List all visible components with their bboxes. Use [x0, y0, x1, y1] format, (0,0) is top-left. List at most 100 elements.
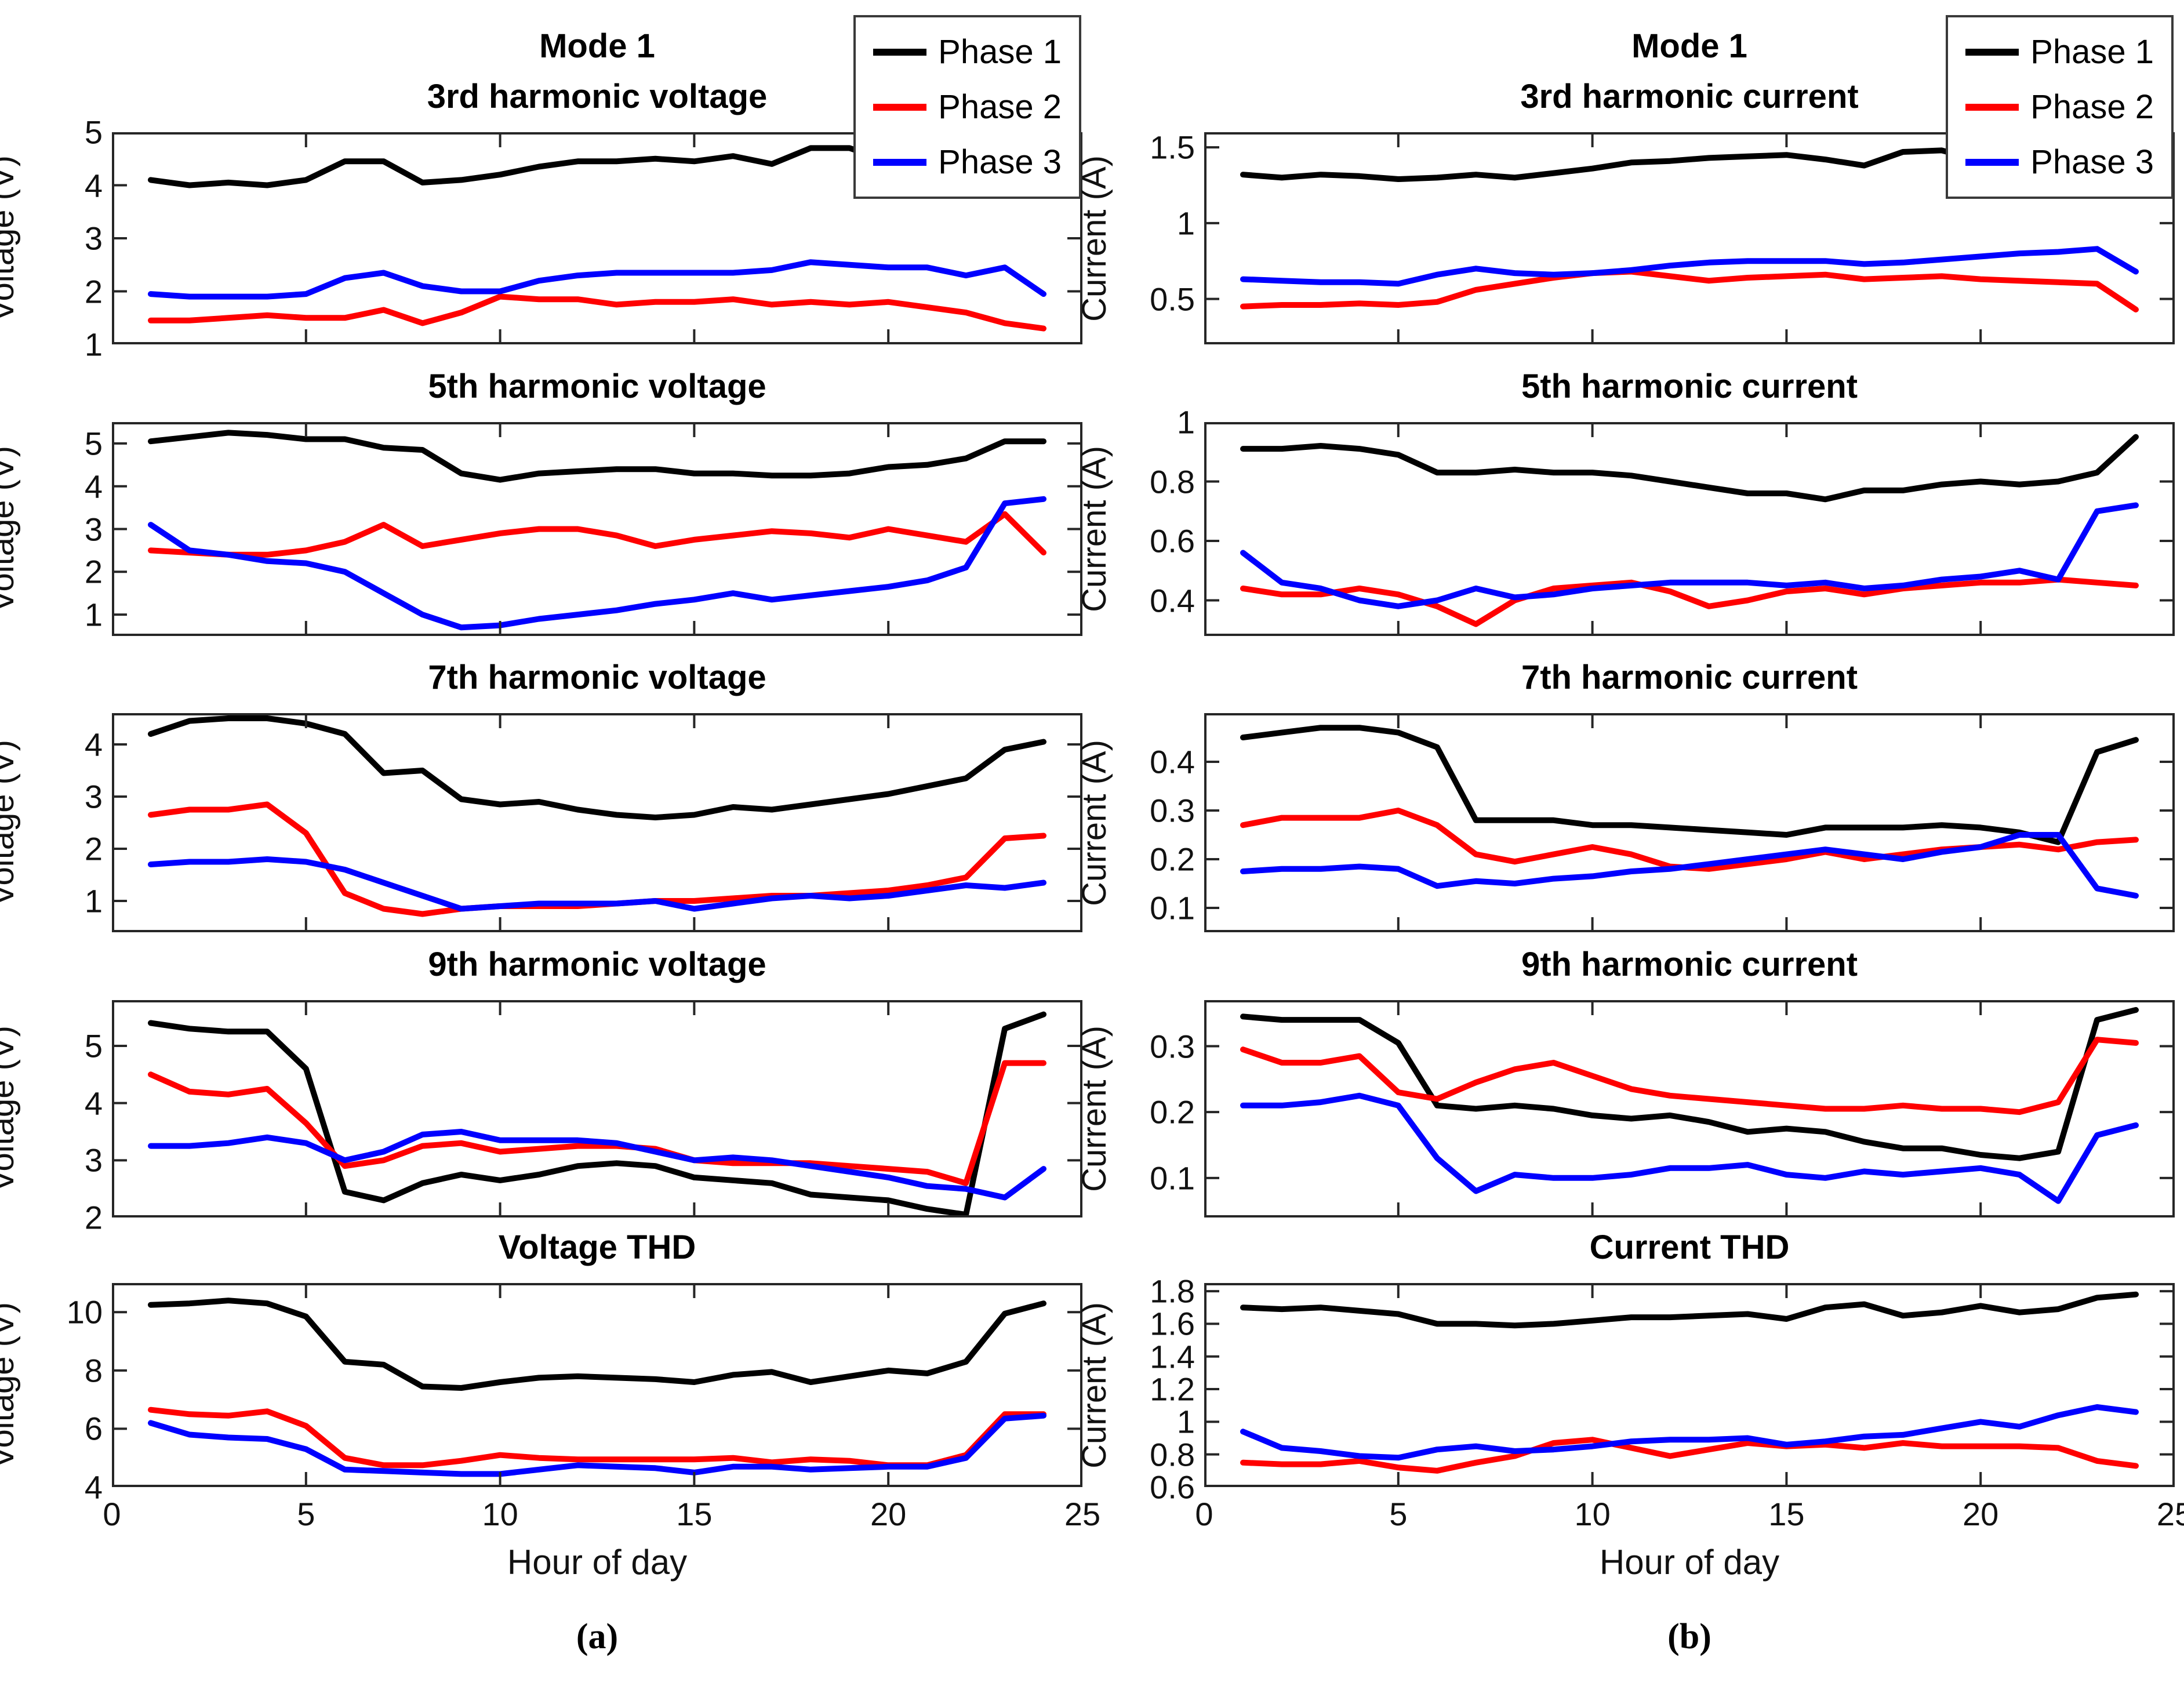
subfigure-caption-a: (a)	[576, 1617, 619, 1656]
panel-3rd-harmonic-current: Mode 1 3rd harmonic current Current (A) …	[1075, 27, 2175, 344]
x-tick-label: 15	[1768, 1496, 1805, 1532]
y-axis-label: Voltage (V)	[0, 155, 21, 322]
column-b: Mode 1 3rd harmonic current Current (A) …	[1075, 0, 2184, 1690]
axes-box	[1204, 1000, 2175, 1217]
panel-7th-harmonic-current: 7th harmonic current Current (A) 0.1 0.2 0…	[1075, 659, 2175, 932]
y-axis-label: Current (A)	[1075, 446, 1113, 612]
chart-title: 7th harmonic current	[1521, 659, 1858, 696]
y-tick-label: 10	[66, 1293, 103, 1331]
series-line-phase-2	[148, 1060, 1046, 1186]
plot-area	[1204, 1000, 2175, 1217]
chart-title: 7th harmonic voltage	[428, 659, 766, 696]
plot-area	[112, 1000, 1082, 1217]
y-tick-label: 0.3	[1150, 792, 1195, 829]
y-axis-label: Voltage (V)	[0, 1302, 21, 1469]
y-tick-label: 1	[84, 326, 103, 363]
y-tick-label: 4	[84, 1469, 103, 1506]
chart-title: 3rd harmonic voltage	[427, 78, 768, 115]
y-axis-label: Voltage (V)	[0, 446, 21, 612]
y-tick-label: 1.6	[1150, 1305, 1195, 1342]
y-tick-label: 4	[84, 167, 103, 203]
y-tick-label: 3	[84, 511, 103, 547]
axes-box	[112, 713, 1082, 932]
axes-box	[1204, 713, 2175, 932]
series-line-phase-1	[1240, 725, 2139, 845]
plot-area	[1204, 713, 2175, 932]
legend-entry-phase2: Phase 2	[1965, 88, 2154, 126]
y-tick-label: 0.6	[1150, 1469, 1195, 1506]
series-line-phase-2	[148, 511, 1046, 558]
axes-box	[112, 132, 1082, 344]
panel-voltage-thd: Voltage THD Voltage (V) 4 6 8 10 0 5 10 15 20 25	[0, 1229, 1100, 1532]
series-line-phase-2	[1240, 268, 2139, 312]
series-line-phase-3	[148, 1129, 1046, 1201]
plot-svg	[1204, 1283, 2175, 1487]
series-line-phase-3	[1240, 832, 2139, 899]
y-tick-label: 4	[84, 726, 103, 763]
y-tick-label: 2	[84, 553, 103, 590]
y-tick-label: 1	[84, 882, 103, 919]
plot-svg	[1204, 422, 2175, 636]
phase2-line-sample	[873, 103, 927, 111]
series-line-phase-1	[148, 1298, 1046, 1391]
y-tick-label: 1	[84, 596, 103, 633]
y-tick-label: 1	[1176, 1403, 1195, 1440]
plot-svg	[1204, 132, 2175, 344]
series-line-phase-1	[1240, 1007, 2139, 1161]
series-line-phase-2	[148, 1406, 1046, 1469]
series-line-phase-3	[148, 496, 1046, 631]
y-tick-label: 4	[84, 468, 103, 505]
y-tick-label: 0.5	[1150, 281, 1195, 318]
y-tick-label: 1	[1176, 404, 1195, 441]
column-b-suptitle: Mode 1	[1631, 27, 1747, 65]
legend-label: Phase 3	[938, 143, 1062, 181]
legend-label: Phase 2	[938, 88, 1062, 126]
y-tick-label: 5	[84, 1027, 103, 1064]
panel-current-thd: Current THD Current (A) 0.6 0.8 1 1.2 1.4 1.6…	[1075, 1229, 2184, 1532]
x-axis-label: Hour of day	[1599, 1543, 1780, 1582]
series-line-phase-2	[1240, 576, 2139, 627]
legend-entry-phase3: Phase 3	[1965, 143, 2154, 181]
y-tick-label: 0.2	[1150, 841, 1195, 878]
panel-9th-harmonic-voltage: 9th harmonic voltage Voltage (V) 2 3 4 5	[0, 946, 1082, 1236]
series-line-phase-3	[1240, 1092, 2139, 1204]
series-line-phase-1	[148, 715, 1046, 820]
phase3-line-sample	[873, 158, 927, 166]
legend-label: Phase 3	[2030, 143, 2154, 181]
series-line-phase-1	[1240, 434, 2139, 503]
y-tick-label: 3	[84, 1142, 103, 1179]
series-line-phase-2	[148, 293, 1046, 332]
x-tick-label: 25	[1064, 1496, 1101, 1532]
axes-box	[112, 422, 1082, 636]
phase2-line-sample	[1965, 103, 2019, 111]
series-line-phase-3	[148, 1412, 1046, 1477]
legend: Phase 1 Phase 2 Phase 3	[853, 15, 1081, 199]
y-tick-label: 2	[84, 273, 103, 310]
phase1-line-sample	[873, 48, 927, 56]
y-tick-label: 1.2	[1150, 1371, 1195, 1408]
legend-label: Phase 2	[2030, 88, 2154, 126]
x-tick-label: 20	[870, 1496, 907, 1532]
y-tick-label: 0.4	[1150, 743, 1195, 780]
chart-title: Current THD	[1589, 1229, 1790, 1266]
plot-area	[112, 713, 1082, 932]
y-axis-label: Voltage (V)	[0, 739, 21, 906]
y-tick-label: 5	[84, 425, 103, 462]
series-line-phase-1	[148, 1011, 1046, 1217]
y-tick-label: 2	[84, 1199, 103, 1236]
y-tick-label: 1	[1176, 205, 1195, 242]
chart-title: 9th harmonic current	[1521, 946, 1858, 983]
column-a: Mode 1 3rd harmonic voltage Voltage (V) …	[0, 15, 1100, 1656]
legend-entry-phase3: Phase 3	[873, 143, 1062, 181]
series-line-phase-3	[148, 856, 1046, 912]
series-line-phase-3	[1240, 502, 2139, 609]
series-line-phase-2	[1240, 1437, 2139, 1474]
y-tick-label: 0.4	[1150, 582, 1195, 619]
legend-label: Phase 1	[2030, 33, 2154, 71]
chart-title: 5th harmonic voltage	[428, 368, 766, 405]
y-tick-label: 3	[84, 220, 103, 257]
chart-title: 3rd harmonic current	[1520, 78, 1859, 115]
y-tick-label: 1.5	[1150, 129, 1195, 166]
series-line-phase-3	[1240, 246, 2139, 287]
